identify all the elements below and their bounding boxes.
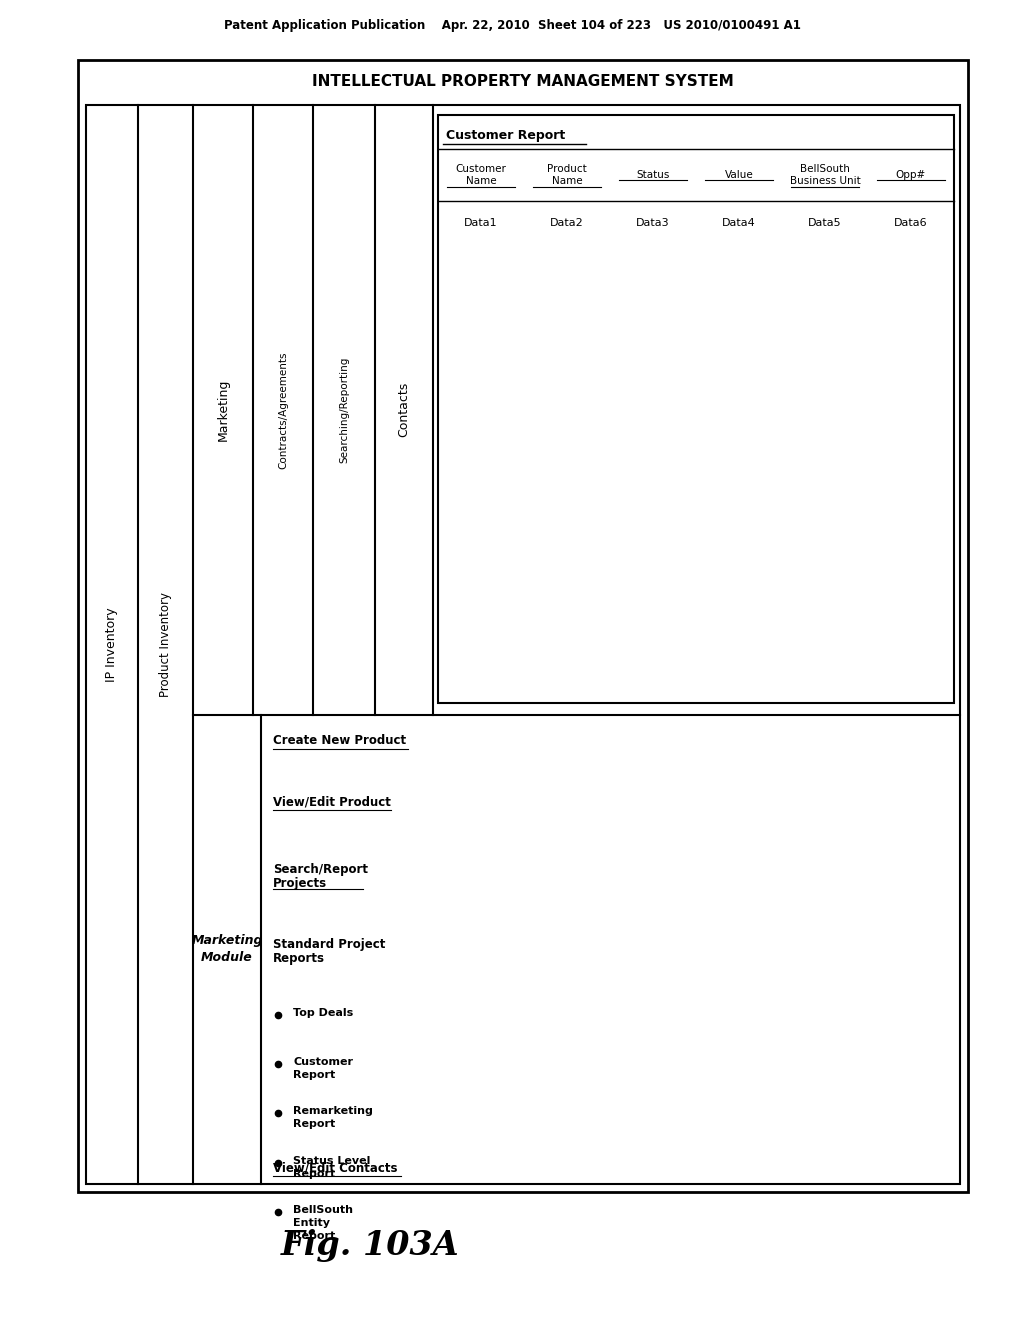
Text: Top Deals: Top Deals [293,1008,353,1018]
Text: Fig. 103A: Fig. 103A [281,1229,460,1262]
Text: Product Inventory: Product Inventory [159,591,172,697]
Text: Report: Report [293,1071,335,1080]
Text: Report: Report [293,1119,335,1130]
Text: Status: Status [636,170,670,180]
Text: Reports: Reports [273,952,325,965]
Text: View/Edit Contacts: View/Edit Contacts [273,1162,397,1175]
Bar [438,115,954,702]
Text: Status Level: Status Level [293,1156,371,1166]
Text: Entity: Entity [293,1218,330,1228]
Text: Opp#: Opp# [896,170,926,180]
Text: Remarketing: Remarketing [293,1106,373,1117]
Text: IP Inventory: IP Inventory [105,607,119,682]
Text: Data2: Data2 [550,218,584,228]
Text: Data1: Data1 [464,218,498,228]
Text: Value: Value [725,170,754,180]
Text: Contacts: Contacts [397,383,411,437]
Text: Report: Report [293,1168,335,1179]
Text: Customer Report: Customer Report [446,128,565,141]
Text: Data6: Data6 [894,218,928,228]
Text: Searching/Reporting: Searching/Reporting [339,356,349,463]
Text: Projects: Projects [273,876,327,890]
Text: Marketing: Marketing [216,379,229,441]
Text: Report: Report [293,1232,335,1241]
Text: Customer: Customer [293,1057,353,1067]
Bar [86,106,961,1184]
Bar [78,59,968,1192]
Text: Data3: Data3 [636,218,670,228]
Text: BellSouth: BellSouth [293,1205,353,1214]
Text: INTELLECTUAL PROPERTY MANAGEMENT SYSTEM: INTELLECTUAL PROPERTY MANAGEMENT SYSTEM [312,74,734,90]
Text: Customer
Name: Customer Name [456,164,507,186]
Text: Data4: Data4 [722,218,756,228]
Text: View/Edit Product: View/Edit Product [273,795,391,808]
Text: Contracts/Agreements: Contracts/Agreements [278,351,288,469]
Text: BellSouth
Business Unit: BellSouth Business Unit [790,164,860,186]
Text: Search/Report: Search/Report [273,863,368,875]
Text: Marketing
Module: Marketing Module [191,935,263,965]
Text: Standard Project: Standard Project [273,937,385,950]
Text: Patent Application Publication    Apr. 22, 2010  Sheet 104 of 223   US 2010/0100: Patent Application Publication Apr. 22, … [223,18,801,32]
Text: Create New Product: Create New Product [273,734,407,747]
Text: Product
Name: Product Name [547,164,587,186]
Text: Data5: Data5 [808,218,842,228]
